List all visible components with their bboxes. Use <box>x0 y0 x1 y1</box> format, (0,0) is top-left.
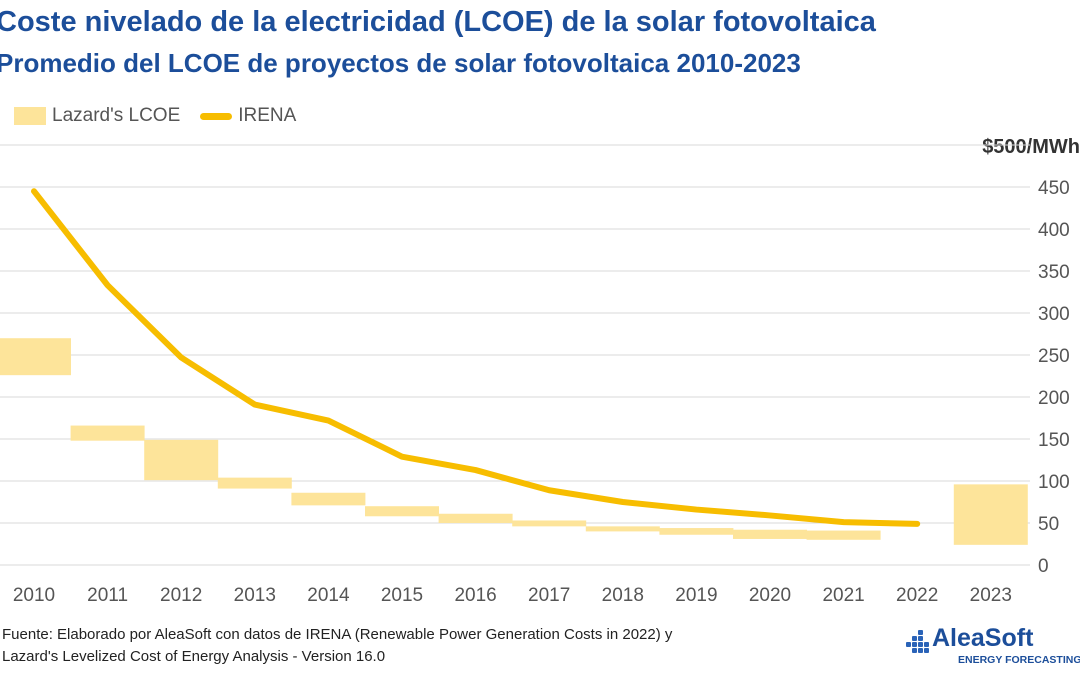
logo-dots-icon <box>906 630 929 653</box>
logo-dot <box>924 642 929 647</box>
source-line-1: Fuente: Elaborado por AleaSoft con datos… <box>2 626 673 643</box>
lazard-range-bar <box>70 425 145 441</box>
x-tick-label: 2013 <box>234 585 276 606</box>
logo-dot <box>918 636 923 641</box>
y-tick-label: 350 <box>1038 262 1070 283</box>
legend-label-irena: IRENA <box>238 105 297 126</box>
y-tick-label: 0 <box>1038 556 1049 577</box>
irena-series <box>31 188 921 527</box>
y-tick-label: 250 <box>1038 346 1070 367</box>
lazard-range-bar <box>733 529 807 539</box>
lazard-range-bar <box>0 338 71 376</box>
logo-dot <box>924 648 929 653</box>
chart-subtitle: Promedio del LCOE de proyectos de solar … <box>0 48 801 78</box>
irena-line <box>31 188 921 527</box>
logo-dot <box>918 642 923 647</box>
lazard-range-bar <box>585 526 660 532</box>
lazard-range-bar <box>438 513 513 523</box>
y-tick-label: 400 <box>1038 220 1070 241</box>
logo-tagline: ENERGY FORECASTING <box>958 654 1080 666</box>
x-tick-label: 2019 <box>675 585 717 606</box>
grid-lines <box>0 144 1030 566</box>
lazard-range-bar <box>144 439 219 481</box>
lazard-range-bars <box>0 338 1028 545</box>
y-axis-ticks: 0 50 100 150 200 250 300 350 400 450 <box>1038 178 1070 577</box>
source-note: Fuente: Elaborado por AleaSoft con datos… <box>2 624 672 668</box>
chart-legend: Lazard's LCOE IRENA <box>14 103 316 129</box>
x-tick-label: 2017 <box>528 585 570 606</box>
y-axis-unit-label: $500/MWh <box>982 136 1080 158</box>
chart-title: Coste nivelado de la electricidad (LCOE)… <box>0 6 876 38</box>
y-tick-label: 50 <box>1038 514 1059 535</box>
source-line-2: Lazard's Levelized Cost of Energy Analys… <box>2 648 386 665</box>
logo-dot <box>912 636 917 641</box>
x-tick-label: 2021 <box>822 585 864 606</box>
y-tick-label: 100 <box>1038 472 1070 493</box>
legend-item-irena: IRENA <box>200 105 296 127</box>
lazard-range-bar <box>953 484 1028 545</box>
logo-dot <box>912 642 917 647</box>
x-tick-label: 2014 <box>307 585 350 606</box>
x-tick-label: 2018 <box>602 585 644 606</box>
x-tick-label: 2023 <box>970 585 1012 606</box>
y-tick-label: 150 <box>1038 430 1070 451</box>
x-tick-label: 2022 <box>896 585 938 606</box>
logo-dot <box>918 630 923 635</box>
lazard-range-bar <box>365 506 439 517</box>
logo-dot <box>912 648 917 653</box>
lazard-range-bar <box>659 528 734 535</box>
lazard-range-bar <box>217 477 292 489</box>
y-tick-label: 450 <box>1038 178 1070 199</box>
x-tick-label: 2016 <box>454 585 496 606</box>
x-tick-label: 2011 <box>87 585 128 606</box>
x-tick-label: 2020 <box>749 585 791 606</box>
x-tick-label: 2015 <box>381 585 423 606</box>
x-tick-label: 2012 <box>160 585 202 606</box>
legend-item-lazard: Lazard's LCOE <box>14 105 180 127</box>
legend-swatch-irena <box>200 112 233 120</box>
x-tick-label: 2010 <box>13 585 55 606</box>
lazard-range-bar <box>291 492 366 506</box>
logo-name: AleaSoft <box>932 624 1034 652</box>
y-tick-label: 300 <box>1038 304 1070 325</box>
logo-dot <box>918 648 923 653</box>
lazard-range-bar <box>512 520 587 527</box>
x-axis-ticks: 2010 2011 2012 2013 2014 2015 2016 2017 2018 2019… <box>13 585 1012 606</box>
logo-dot <box>906 642 911 647</box>
legend-label-lazard: Lazard's LCOE <box>52 105 181 126</box>
lazard-range-bar <box>806 530 881 540</box>
y-tick-label: 200 <box>1038 388 1070 409</box>
legend-swatch-lazard <box>14 107 46 125</box>
aleasoft-logo: AleaSoft ENERGY FORECASTING <box>900 624 1080 670</box>
